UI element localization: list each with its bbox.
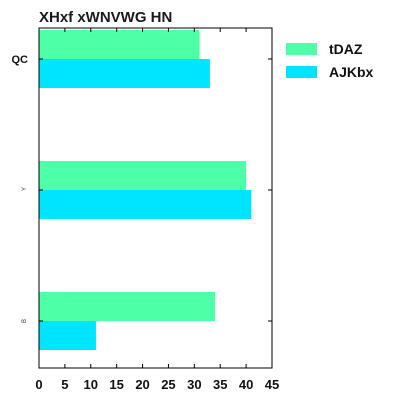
bar-tdaz-qc [39, 30, 200, 59]
x-tick-label-10: 10 [84, 377, 98, 392]
category-label-y: Y [22, 187, 28, 191]
bar-ajkbx-qc [39, 59, 210, 88]
x-tick-label-45: 45 [265, 377, 279, 392]
y-ticks [39, 58, 272, 322]
chart-title: XHxf xWNVWG HN [39, 9, 172, 26]
x-ticks: 0 5 10 15 20 25 30 35 40 45 [35, 28, 279, 392]
bar-tdaz-y [39, 161, 247, 190]
bars-layer [39, 30, 252, 350]
x-tick-label-25: 25 [161, 377, 175, 392]
legend-swatch-ajkbx [286, 66, 317, 78]
x-tick-label-30: 30 [187, 377, 201, 392]
legend-label-ajkbx: AJKbx [329, 64, 374, 80]
legend-swatch-tdaz [286, 43, 317, 55]
bar-ajkbx-b [39, 321, 96, 350]
x-tick-label-40: 40 [239, 377, 253, 392]
legend-label-tdaz: tDAZ [329, 41, 363, 57]
category-label-b: B [22, 319, 28, 323]
category-label-qc: QC [12, 54, 29, 66]
x-tick-label-35: 35 [213, 377, 227, 392]
plot-frame [38, 27, 273, 369]
x-tick-label-20: 20 [135, 377, 149, 392]
x-tick-label-0: 0 [35, 377, 42, 392]
bar-tdaz-b [39, 292, 216, 321]
legend: tDAZ AJKbx [286, 41, 374, 80]
bar-ajkbx-y [39, 190, 252, 219]
x-tick-label-15: 15 [109, 377, 123, 392]
x-tick-label-5: 5 [61, 377, 68, 392]
